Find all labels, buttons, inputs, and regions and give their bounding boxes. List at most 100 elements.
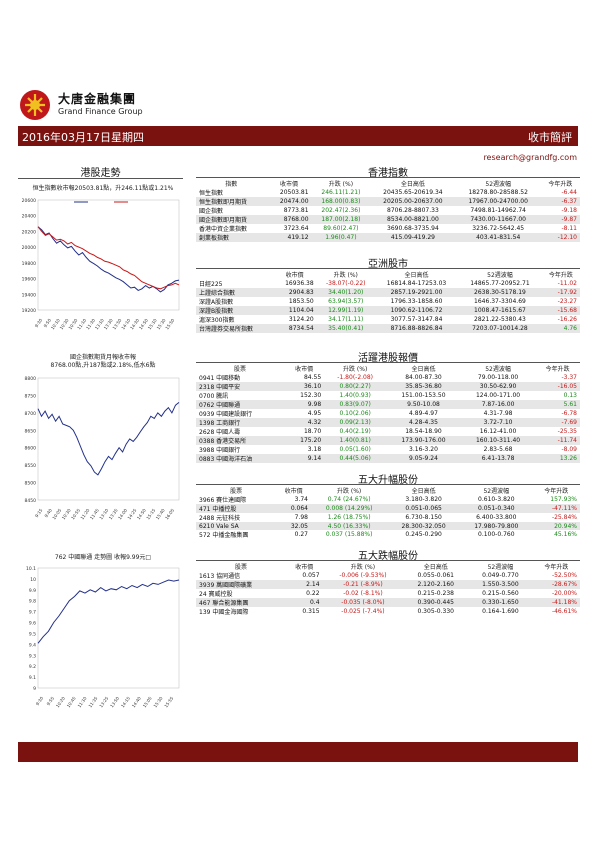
y-tick-label: 8600 bbox=[25, 446, 37, 452]
column-header: 全日高低 bbox=[411, 366, 436, 373]
y-tick-label: 10 bbox=[30, 577, 36, 583]
table-row[interactable]: 日經225 16936.38 -38.07(-0.22) 16814.84-17253… bbox=[196, 279, 580, 288]
cell-chg: 0.037 (15.88%) bbox=[325, 531, 373, 538]
cell-ytd: -8.11 bbox=[561, 225, 577, 232]
table-row[interactable]: 1613 協同通信 0.057 -0.006 (-9.53%) 0.055-0.061… bbox=[196, 571, 580, 580]
table-row[interactable]: 471 中播控股 0.064 0.008 (14.29%) 0.051-0.065 0.… bbox=[196, 504, 580, 513]
cell-w52: 1.550-3.500 bbox=[468, 580, 533, 589]
cell-close: 7.98 bbox=[294, 514, 308, 521]
x-tick-label: 13:35 bbox=[108, 507, 119, 520]
cell-ytd: -11.74 bbox=[535, 436, 580, 445]
cell-name: 深證B股指數 bbox=[196, 306, 273, 315]
cell-chg: -38.07(-0.22) bbox=[325, 280, 366, 287]
table-row[interactable]: 0388 香港交易所 175.20 1.40(0.81) 173.90-176.00 1… bbox=[196, 436, 580, 445]
cell-chg: 1.96(0.47) bbox=[311, 233, 371, 242]
stock-762-chart: 10.1 10 9.9 9.8 9.7 9.6 9.5 9.4 9.3 9.2 9.1 9 9:30 9:… bbox=[26, 566, 180, 708]
divider bbox=[18, 178, 183, 179]
table-row[interactable]: 3966 賽仕達國際 3.74 0.74 (24.67%) 3.180-3.820 0.… bbox=[196, 495, 580, 504]
x-tick-label: 13:50 bbox=[112, 317, 123, 330]
cell-name: 1398 工商銀行 bbox=[196, 418, 284, 427]
contact-email[interactable]: research@grandfg.com bbox=[483, 153, 577, 162]
cell-chg: 1.26 (18.75%) bbox=[327, 514, 371, 521]
cell-name: 國企指數即月期貨 bbox=[196, 215, 267, 224]
table-row[interactable]: 香港中資企業指數 3723.64 89.60(2.47) 3690.68-3735.9… bbox=[196, 224, 580, 233]
y-tick-label: 20400 bbox=[22, 214, 36, 220]
table-row[interactable]: 上證綜合指數 2904.83 34.40(1.20) 2857.19-2921.00 2… bbox=[196, 288, 580, 297]
cell-w52: 0.610-3.820 bbox=[478, 496, 515, 503]
column-header bbox=[196, 270, 273, 279]
table-row[interactable]: 台灣證券交易所指數 8734.54 35.40(0.41) 8716.88-8826.… bbox=[196, 324, 580, 333]
column-header: 股票 bbox=[235, 564, 248, 571]
table-row[interactable]: 0939 中國建設銀行 4.95 0.10(2.06) 4.89-4.97 4.31-7… bbox=[196, 409, 580, 418]
table-row[interactable]: 滬深300指數 3124.20 34.17(1.11) 3077.57-3147.84… bbox=[196, 315, 580, 324]
table-row[interactable]: 國企指數 8773.81 202.47(2.36) 8706.28-8807.33 74… bbox=[196, 206, 580, 215]
active-stocks-title: 活躍港股報價 bbox=[358, 353, 418, 364]
x-tick-label: 9:30 bbox=[34, 317, 44, 328]
column-header: 52週波幅 bbox=[483, 488, 510, 495]
x-tick-label: 15:50 bbox=[164, 317, 175, 330]
table-row[interactable]: 0883 中國海洋石油 9.14 0.44(5.06) 9.05-9.24 6.41-1… bbox=[196, 454, 580, 463]
table-row[interactable]: 0700 騰訊 152.30 1.40(0.93) 151.00-153.50 124.… bbox=[196, 391, 580, 400]
x-tick-label: 10:20 bbox=[55, 695, 66, 708]
x-tick-label: 14:25 bbox=[126, 507, 137, 520]
x-tick-label: 14:50 bbox=[136, 507, 147, 520]
divider bbox=[196, 268, 580, 269]
cell-w52: 17.980-79.800 bbox=[459, 522, 533, 530]
plot-frame bbox=[37, 199, 180, 311]
cell-close: 0.057 bbox=[302, 572, 320, 579]
table-row[interactable]: 深證B股指數 1104.04 12.99(1.19) 1090.62-1106.72 1… bbox=[196, 306, 580, 315]
cell-ytd: -25.84% bbox=[551, 514, 577, 521]
x-tick-label: 13:10 bbox=[98, 507, 109, 520]
cell-chg: 0.80(2.27) bbox=[324, 382, 387, 391]
table-row[interactable]: 24 寶威控股 0.22 -0.02 (-8.1%) 0.215-0.238 0.215… bbox=[196, 589, 580, 598]
hscei-chart-caption-1: 國企指數期貨月報收市報 bbox=[69, 354, 136, 361]
x-tick-label: 15:15 bbox=[145, 507, 156, 520]
report-date: 2016年03月17日星期四 bbox=[22, 131, 144, 144]
x-tick-label: 11:20 bbox=[79, 507, 90, 520]
y-tick-label: 9.7 bbox=[29, 610, 36, 616]
table-row[interactable]: 3939 萬國國際礦業 2.14 -0.21 (-8.9%) 2.120-2.160 1… bbox=[196, 580, 580, 589]
table-row[interactable]: 139 中國金海國際 0.315 -0.025 (-7.4%) 0.305-0.330… bbox=[196, 607, 580, 616]
cell-close: 9.14 bbox=[284, 454, 325, 463]
cell-w52: 0.164-1.690 bbox=[482, 608, 519, 615]
x-tick-label: 9:50 bbox=[43, 317, 53, 328]
cell-w52: 6.41-13.78 bbox=[460, 454, 536, 463]
table-row[interactable]: 2488 元征科技 7.98 1.26 (18.75%) 6.730-8.150 6.4… bbox=[196, 513, 580, 522]
table-row[interactable]: 國企指數即月期貨 8768.00 187.00(2.18) 8534.00-8821.… bbox=[196, 215, 580, 224]
cell-chg: 1.40(0.81) bbox=[324, 436, 387, 445]
plot-frame bbox=[37, 377, 180, 501]
cell-ytd: -20.00% bbox=[551, 590, 577, 597]
column-header: 股票 bbox=[230, 488, 243, 495]
table-row[interactable]: 深證A股指數 1853.50 63.94(3.57) 1796.33-1858.60 1… bbox=[196, 297, 580, 306]
cell-name: 0883 中國海洋石油 bbox=[196, 454, 284, 463]
table-row[interactable]: 0941 中國移動 84.55 -1.80(-2.08) 84.00-87.30 79.… bbox=[196, 373, 580, 382]
cell-w52: 7203.07-10014.28 bbox=[458, 324, 542, 333]
table-row[interactable]: 3988 中國銀行 3.18 0.05(1.60) 3.16-3.20 2.83-5.6… bbox=[196, 445, 580, 454]
cell-name: 0388 香港交易所 bbox=[196, 436, 284, 445]
table-row[interactable]: 恒生指數 20503.81 246.11(1.21) 20435.65-20619.3… bbox=[196, 188, 580, 197]
cell-close: 8734.54 bbox=[272, 324, 317, 333]
cell-w52: 2638.30-5178.19 bbox=[458, 288, 542, 297]
cell-ytd: -12.10 bbox=[540, 233, 580, 242]
y-tick-label: 20000 bbox=[22, 245, 36, 251]
cell-w52: 0.215-0.560 bbox=[482, 590, 519, 597]
table-row[interactable]: 6210 Vale SA 32.05 4.50 (16.33%) 28.300-32.… bbox=[196, 522, 580, 530]
cell-close: 36.10 bbox=[284, 382, 325, 391]
table-row[interactable]: 467 聯合能源集團 0.4 -0.035 (-8.0%) 0.390-0.445 0.… bbox=[196, 598, 580, 607]
y-tick-label: 20600 bbox=[22, 198, 36, 204]
cell-close: 20474.00 bbox=[266, 197, 312, 206]
table-row[interactable]: 創業板指數 419.12 1.96(0.47) 415.09-419.29 403.41… bbox=[196, 233, 580, 242]
plot-frame bbox=[37, 567, 180, 689]
cell-range: 3.16-3.20 bbox=[409, 446, 438, 453]
table-row[interactable]: 1398 工商銀行 4.32 0.09(2.13) 4.28-4.35 3.72-7.1… bbox=[196, 418, 580, 427]
cell-ytd: -6.78 bbox=[561, 410, 577, 417]
cell-range: 3.180-3.820 bbox=[405, 496, 442, 503]
x-tick-label: 10:50 bbox=[67, 317, 78, 330]
table-row[interactable]: 0762 中國聯通 9.98 0.83(9.07) 9.50-10.08 7.87-16… bbox=[196, 400, 580, 409]
table-row[interactable]: 2628 中國人壽 18.70 0.40(2.19) 18.54-18.90 16.12… bbox=[196, 427, 580, 436]
cell-range: 84.00-87.30 bbox=[405, 374, 442, 381]
table-row[interactable]: 恒生指數即月期貨 20474.00 168.00(0.83) 20205.00-206… bbox=[196, 197, 580, 206]
table-row[interactable]: 2318 中國平安 36.10 0.80(2.27) 35.85-36.80 30.50… bbox=[196, 382, 580, 391]
table-row[interactable]: 572 中播金融集團 0.27 0.037 (15.88%) 0.245-0.290 0… bbox=[196, 530, 580, 539]
column-header: 升跌 (%) bbox=[328, 181, 354, 188]
